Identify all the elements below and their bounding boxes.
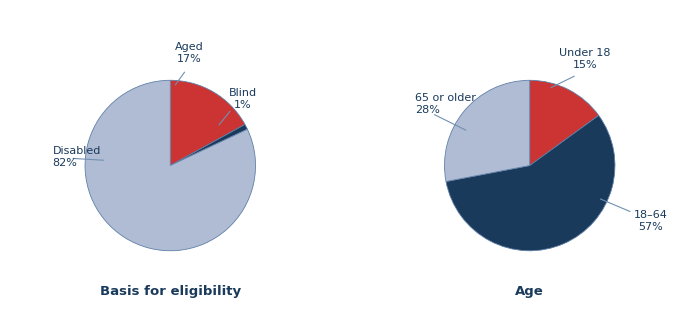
Wedge shape xyxy=(170,80,245,165)
Title: Basis for eligibility: Basis for eligibility xyxy=(99,285,241,298)
Wedge shape xyxy=(446,116,615,251)
Title: Age: Age xyxy=(515,285,544,298)
Wedge shape xyxy=(444,80,530,181)
Text: Aged
17%: Aged 17% xyxy=(175,42,204,64)
Text: Blind
1%: Blind 1% xyxy=(229,88,257,110)
Wedge shape xyxy=(170,124,247,165)
Wedge shape xyxy=(85,80,256,251)
Text: Disabled
82%: Disabled 82% xyxy=(52,146,101,168)
Text: 65 or older
28%: 65 or older 28% xyxy=(414,93,475,115)
Text: 18–64
57%: 18–64 57% xyxy=(634,210,668,232)
Wedge shape xyxy=(530,80,598,165)
Text: Under 18
15%: Under 18 15% xyxy=(559,48,611,70)
